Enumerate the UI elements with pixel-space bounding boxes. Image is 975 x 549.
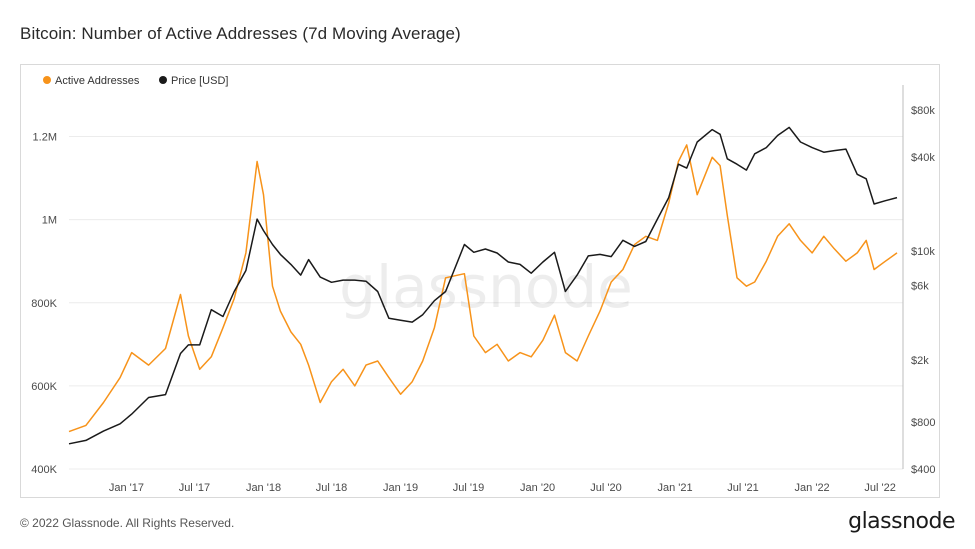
active-addresses-line [68,144,898,433]
x-tick-label: Jan '19 [383,482,418,494]
chart-title: Bitcoin: Number of Active Addresses (7d … [20,24,461,43]
y-right-tick-label: $400 [911,464,935,476]
y-left-tick-label: 800K [31,298,57,310]
x-tick-label: Jul '20 [590,482,621,494]
y-left-tick-label: 1M [42,215,57,227]
x-tick-label: Jul '19 [453,482,484,494]
x-tick-label: Jul '21 [727,482,758,494]
x-tick-label: Jan '20 [520,482,555,494]
chart-panel: 400K 600K 800K 1M 1.2M $400 $800 $2k $6k $10k $40k… [20,64,940,498]
legend-marker [43,76,51,84]
legend-label: Active Addresses [55,75,140,87]
y-left-tick-label: 600K [31,381,57,393]
x-tick-label: Jan '18 [246,482,281,494]
copyright-footer: © 2022 Glassnode. All Rights Reserved. [20,516,235,530]
y-right-tick-label: $2k [911,355,929,367]
glassnode-logo: glassnode [848,509,955,534]
legend-marker [159,76,167,84]
y-right-tick-label: $6k [911,281,929,293]
y-right-tick-label: $10k [911,246,935,258]
y-left-tick-label: 400K [31,464,57,476]
watermark: glassnode [339,253,633,321]
chart: 400K 600K 800K 1M 1.2M $400 $800 $2k $6k $10k $40k… [31,75,935,494]
x-tick-label: Jul '22 [864,482,895,494]
x-tick-label: Jul '17 [179,482,210,494]
y-right-tick-label: $40k [911,152,935,164]
x-tick-label: Jan '22 [795,482,830,494]
y-right-tick-label: $800 [911,417,935,429]
x-tick-label: Jan '21 [657,482,692,494]
x-tick-label: Jan '17 [109,482,144,494]
legend-label: Price [USD] [171,75,228,87]
y-right-tick-label: $80k [911,105,935,117]
x-tick-label: Jul '18 [316,482,347,494]
y-left-tick-label: 1.2M [33,132,57,144]
price-line [68,126,898,445]
